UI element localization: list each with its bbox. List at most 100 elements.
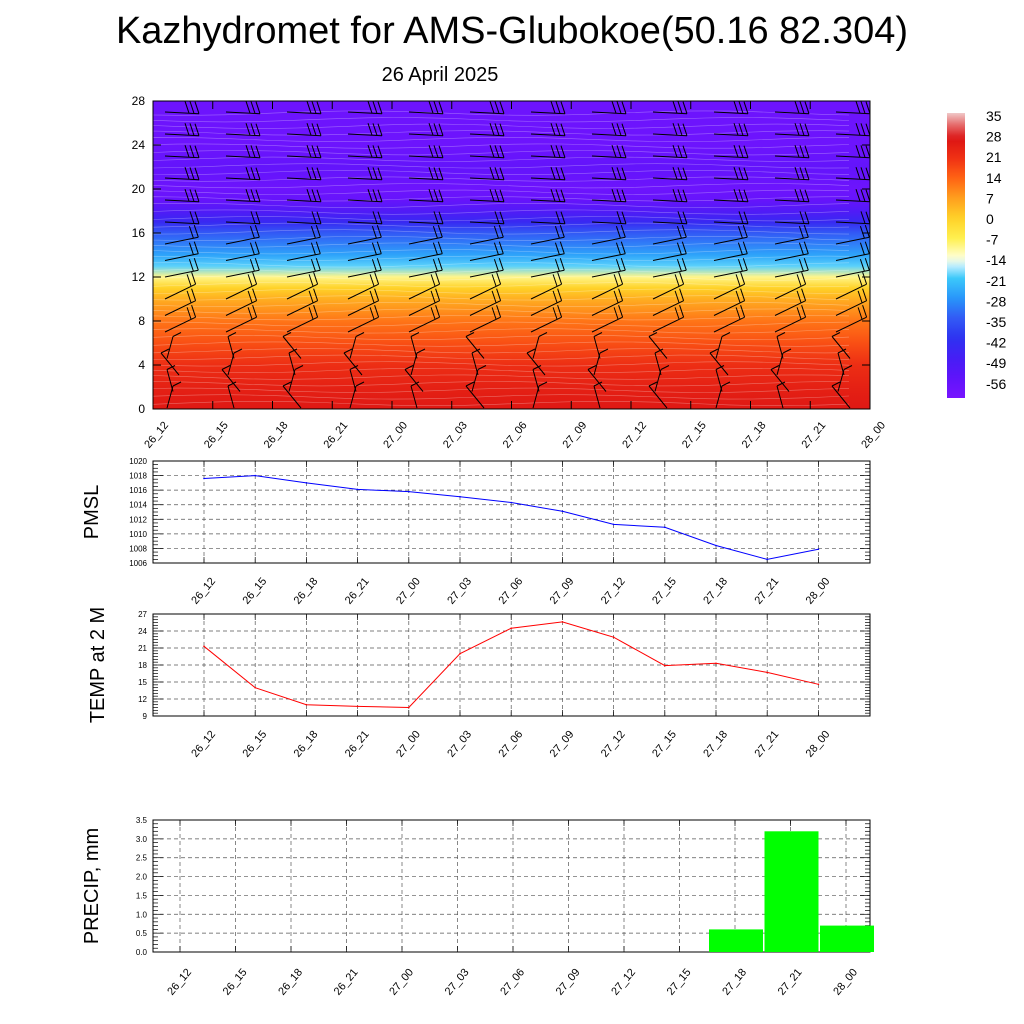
wind-barb-flag xyxy=(611,101,617,114)
wind-barb-flag xyxy=(733,189,739,202)
wind-barb xyxy=(709,352,729,376)
wind-barb-flag xyxy=(735,290,741,304)
wind-barb-flag xyxy=(804,189,810,202)
wind-barb-flag xyxy=(184,189,190,202)
wind-barb xyxy=(591,155,627,159)
wind-barb xyxy=(591,300,623,316)
wind-barb-flag xyxy=(250,167,256,180)
wind-barb-flag xyxy=(859,259,865,272)
wind-barb xyxy=(530,283,562,300)
wind-barb-flag xyxy=(676,226,682,239)
x-tick-label: 27_15 xyxy=(650,575,679,606)
data-point xyxy=(356,488,359,491)
wind-barb-flag xyxy=(477,365,487,370)
y-tick-label: 1014 xyxy=(129,501,147,510)
wind-barb xyxy=(774,221,810,225)
wind-barb-flag xyxy=(186,307,192,320)
wind-barb-flag xyxy=(191,272,197,285)
wind-barb-flag xyxy=(372,189,378,202)
wind-barb-flag xyxy=(438,189,444,202)
wind-barb-flag xyxy=(377,145,383,158)
wind-barb-flag xyxy=(559,225,565,238)
data-point xyxy=(715,544,717,547)
wind-barb-flag xyxy=(371,226,377,239)
isotherm-line xyxy=(152,387,850,393)
wind-barb xyxy=(713,236,748,245)
wind-barb-flag xyxy=(310,259,316,272)
wind-barb-flag xyxy=(377,101,383,114)
colorbar-label: 28 xyxy=(986,129,1002,145)
heatmap-x-tick-label: 26_15 xyxy=(202,419,231,450)
wind-barb-flag xyxy=(494,167,500,180)
wind-barb-flag xyxy=(316,123,322,136)
isotherm-line xyxy=(152,394,850,400)
wind-barb-flag xyxy=(377,123,383,136)
wind-barb xyxy=(591,253,626,261)
wind-barb xyxy=(774,111,810,115)
wind-barb-flag xyxy=(308,274,314,287)
heatmap-y-tick-label: 24 xyxy=(132,138,146,152)
wind-barb xyxy=(225,300,257,316)
wind-barb-flag xyxy=(560,167,566,180)
wind-barb xyxy=(164,199,200,203)
wind-barb xyxy=(347,236,382,245)
wind-barb-flag xyxy=(499,123,505,136)
wind-barb xyxy=(591,177,627,181)
isotherm-line xyxy=(152,222,850,228)
wind-barb-flag xyxy=(620,241,626,254)
wind-barb-flag xyxy=(672,101,678,114)
wind-barb-flag xyxy=(742,258,748,271)
isotherm-lines xyxy=(152,110,850,407)
wind-barb-flag xyxy=(349,365,359,370)
wind-barb-flag xyxy=(681,241,687,254)
wind-barb-flag xyxy=(804,167,810,180)
wind-barb xyxy=(227,336,235,359)
wind-barb xyxy=(713,269,748,278)
wind-barb-flag xyxy=(410,381,420,387)
isotherm-line xyxy=(152,262,850,268)
x-tick-label: 26_18 xyxy=(292,728,321,759)
wind-barb-flag xyxy=(587,365,597,370)
wind-barb xyxy=(713,111,749,115)
wind-barb-flag xyxy=(245,189,251,202)
wind-barb-flag xyxy=(831,381,841,387)
heatmap-y-tick-label: 16 xyxy=(132,226,146,240)
wind-barb-flag xyxy=(377,211,383,224)
wind-barb-flag xyxy=(221,365,231,370)
wind-barb-flag xyxy=(860,123,866,136)
isotherm-line xyxy=(152,301,850,308)
wind-barb xyxy=(469,155,505,159)
wind-barb xyxy=(835,111,871,115)
wind-barb-flag xyxy=(679,288,685,301)
isotherm-line xyxy=(152,169,850,176)
wind-barb xyxy=(648,385,668,409)
wind-barb xyxy=(530,269,565,278)
wind-barb-flag xyxy=(616,145,622,158)
wind-barb xyxy=(164,253,199,261)
wind-barb-flag xyxy=(552,274,558,287)
wind-barb xyxy=(166,369,174,392)
wind-barb xyxy=(286,133,322,137)
wind-barb xyxy=(530,221,566,225)
wind-barb-flag xyxy=(538,332,548,337)
wind-barb-flag xyxy=(616,211,622,224)
wind-barb-flag xyxy=(410,332,420,337)
wind-barb xyxy=(593,385,601,409)
wind-barb-flag xyxy=(742,225,748,238)
wind-barb xyxy=(591,199,627,203)
wind-barb-flag xyxy=(374,288,380,301)
wind-barb-flag xyxy=(799,211,805,224)
wind-barb-flag xyxy=(654,348,664,354)
wind-barb xyxy=(286,316,318,333)
colorbar-label: -28 xyxy=(986,293,1006,309)
wind-barb-flag xyxy=(437,241,443,254)
wind-barb-flag xyxy=(433,211,439,224)
wind-barb xyxy=(713,283,745,300)
wind-barb-flag xyxy=(306,101,312,114)
wind-barb-flag xyxy=(555,145,561,158)
wind-barb-flag xyxy=(494,211,500,224)
wind-barb-flag xyxy=(860,101,866,114)
y-tick-label: 1018 xyxy=(129,472,147,481)
wind-barb-flag xyxy=(803,258,809,271)
